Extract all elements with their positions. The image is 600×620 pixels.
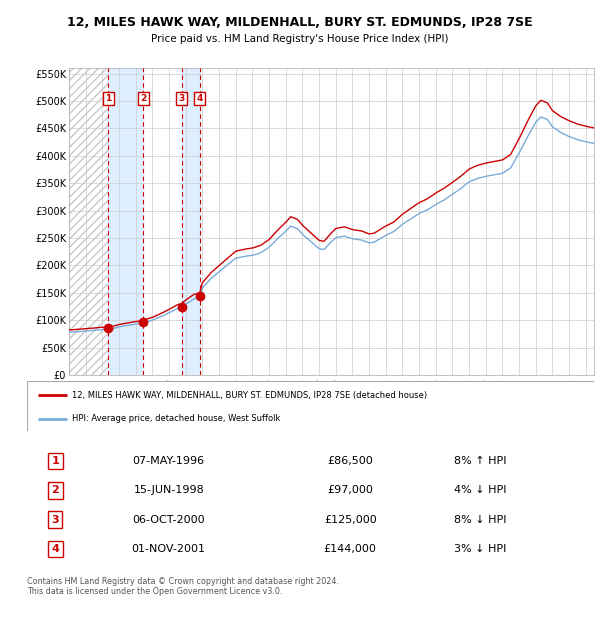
Text: 1: 1 [52,456,59,466]
Text: £125,000: £125,000 [324,515,377,525]
Bar [108,68,143,375]
Text: £97,000: £97,000 [327,485,373,495]
Text: 15-JUN-1998: 15-JUN-1998 [133,485,204,495]
Text: 8% ↑ HPI: 8% ↑ HPI [454,456,507,466]
FancyBboxPatch shape [27,381,594,431]
Text: Price paid vs. HM Land Registry's House Price Index (HPI): Price paid vs. HM Land Registry's House … [151,34,449,44]
Text: £144,000: £144,000 [324,544,377,554]
Text: 2: 2 [140,94,146,103]
Text: 12, MILES HAWK WAY, MILDENHALL, BURY ST. EDMUNDS, IP28 7SE (detached house): 12, MILES HAWK WAY, MILDENHALL, BURY ST.… [73,391,427,400]
Text: 3: 3 [179,94,185,103]
Text: 4: 4 [52,544,59,554]
Text: 01-NOV-2001: 01-NOV-2001 [132,544,206,554]
Text: 07-MAY-1996: 07-MAY-1996 [133,456,205,466]
Text: HPI: Average price, detached house, West Suffolk: HPI: Average price, detached house, West… [73,414,281,423]
Text: 2: 2 [52,485,59,495]
Text: 3: 3 [52,515,59,525]
Text: 06-OCT-2000: 06-OCT-2000 [133,515,205,525]
Text: £86,500: £86,500 [328,456,373,466]
Bar [182,68,200,375]
Text: 4% ↓ HPI: 4% ↓ HPI [454,485,507,495]
Text: 8% ↓ HPI: 8% ↓ HPI [454,515,507,525]
Text: 12, MILES HAWK WAY, MILDENHALL, BURY ST. EDMUNDS, IP28 7SE: 12, MILES HAWK WAY, MILDENHALL, BURY ST.… [67,16,533,29]
Text: 1: 1 [105,94,111,103]
Text: 4: 4 [196,94,203,103]
Text: Contains HM Land Registry data © Crown copyright and database right 2024.
This d: Contains HM Land Registry data © Crown c… [27,577,339,596]
Text: 3% ↓ HPI: 3% ↓ HPI [454,544,507,554]
